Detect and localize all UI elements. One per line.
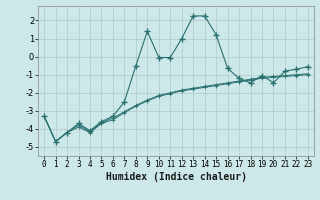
X-axis label: Humidex (Indice chaleur): Humidex (Indice chaleur) bbox=[106, 172, 246, 182]
